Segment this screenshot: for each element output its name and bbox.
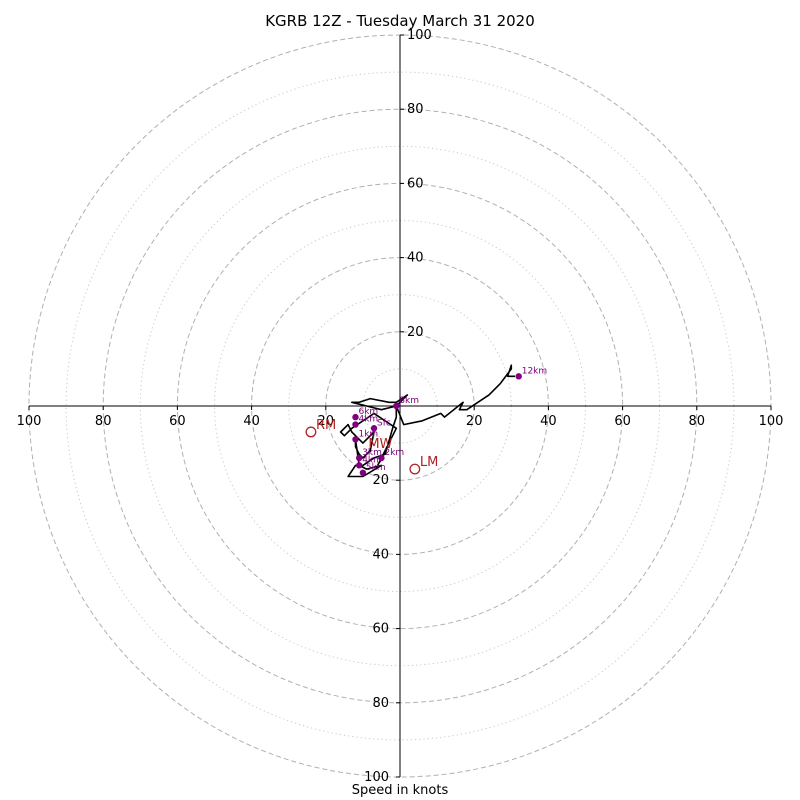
storm-motion-lm-marker: [409, 463, 421, 475]
tick-label-right-100: 100: [759, 414, 784, 429]
height-marker-12km-9: [515, 373, 522, 380]
height-label-4km-5: 4km: [358, 415, 378, 425]
tick-label-down-60: 60: [372, 622, 389, 637]
tick-label-right-80: 80: [689, 414, 706, 429]
height-marker-6km-7: [352, 413, 359, 421]
x-axis-label: Speed in knots: [351, 783, 449, 798]
tick-label-left-20: 20: [318, 414, 335, 429]
tick-label-up-40: 40: [407, 251, 424, 266]
tick-label-up-100: 100: [407, 28, 432, 43]
height-marker-4km-4: [355, 462, 363, 469]
tick-label-up-60: 60: [407, 176, 424, 191]
storm-motion-lm-label: LM: [420, 455, 438, 470]
storm-motion-rm-label: RM: [316, 418, 336, 433]
tick-label-down-20: 20: [372, 473, 389, 488]
height-marker-5km-6: [359, 469, 367, 476]
height-label-5km-6: 5km: [366, 463, 386, 473]
height-marker-1km-1: [352, 436, 359, 443]
height-marker-8km-8: [393, 402, 400, 410]
tick-label-down-100: 100: [364, 770, 389, 785]
tick-label-left-100: 100: [17, 414, 42, 429]
storm-motion-mw-label: MW: [368, 437, 392, 452]
height-label-6km-7: 6km: [358, 407, 378, 417]
height-label-4km-4: 4km: [362, 455, 382, 465]
tick-label-down-80: 80: [372, 696, 389, 711]
height-marker-4km-5: [352, 421, 359, 428]
height-label-1km-1: 1km: [358, 429, 378, 439]
tick-label-up-20: 20: [407, 325, 424, 340]
tick-label-left-60: 60: [169, 414, 186, 429]
height-marker-2km-2: [378, 454, 385, 462]
height-label-2km-2: 2km: [384, 448, 404, 458]
height-label-8km-8: 8km: [399, 396, 419, 406]
tick-label-right-60: 60: [614, 414, 631, 429]
hodograph-trace: [339, 364, 515, 478]
tick-label-right-20: 20: [466, 414, 483, 429]
tick-label-right-40: 40: [540, 414, 557, 429]
height-marker-Sfc-0: [370, 425, 378, 432]
height-marker-3km-3: [355, 454, 363, 462]
tick-label-left-80: 80: [95, 414, 112, 429]
tick-label-down-40: 40: [372, 547, 389, 562]
height-label-3km-3: 3km: [362, 448, 382, 458]
tick-label-left-40: 40: [243, 414, 260, 429]
chart-title: KGRB 12Z - Tuesday March 31 2020: [265, 12, 535, 30]
storm-motion-rm-marker: [305, 426, 317, 438]
height-label-Sfc-0: Sfc: [377, 418, 391, 428]
tick-label-up-80: 80: [407, 102, 424, 117]
height-label-12km-9: 12km: [522, 366, 547, 376]
